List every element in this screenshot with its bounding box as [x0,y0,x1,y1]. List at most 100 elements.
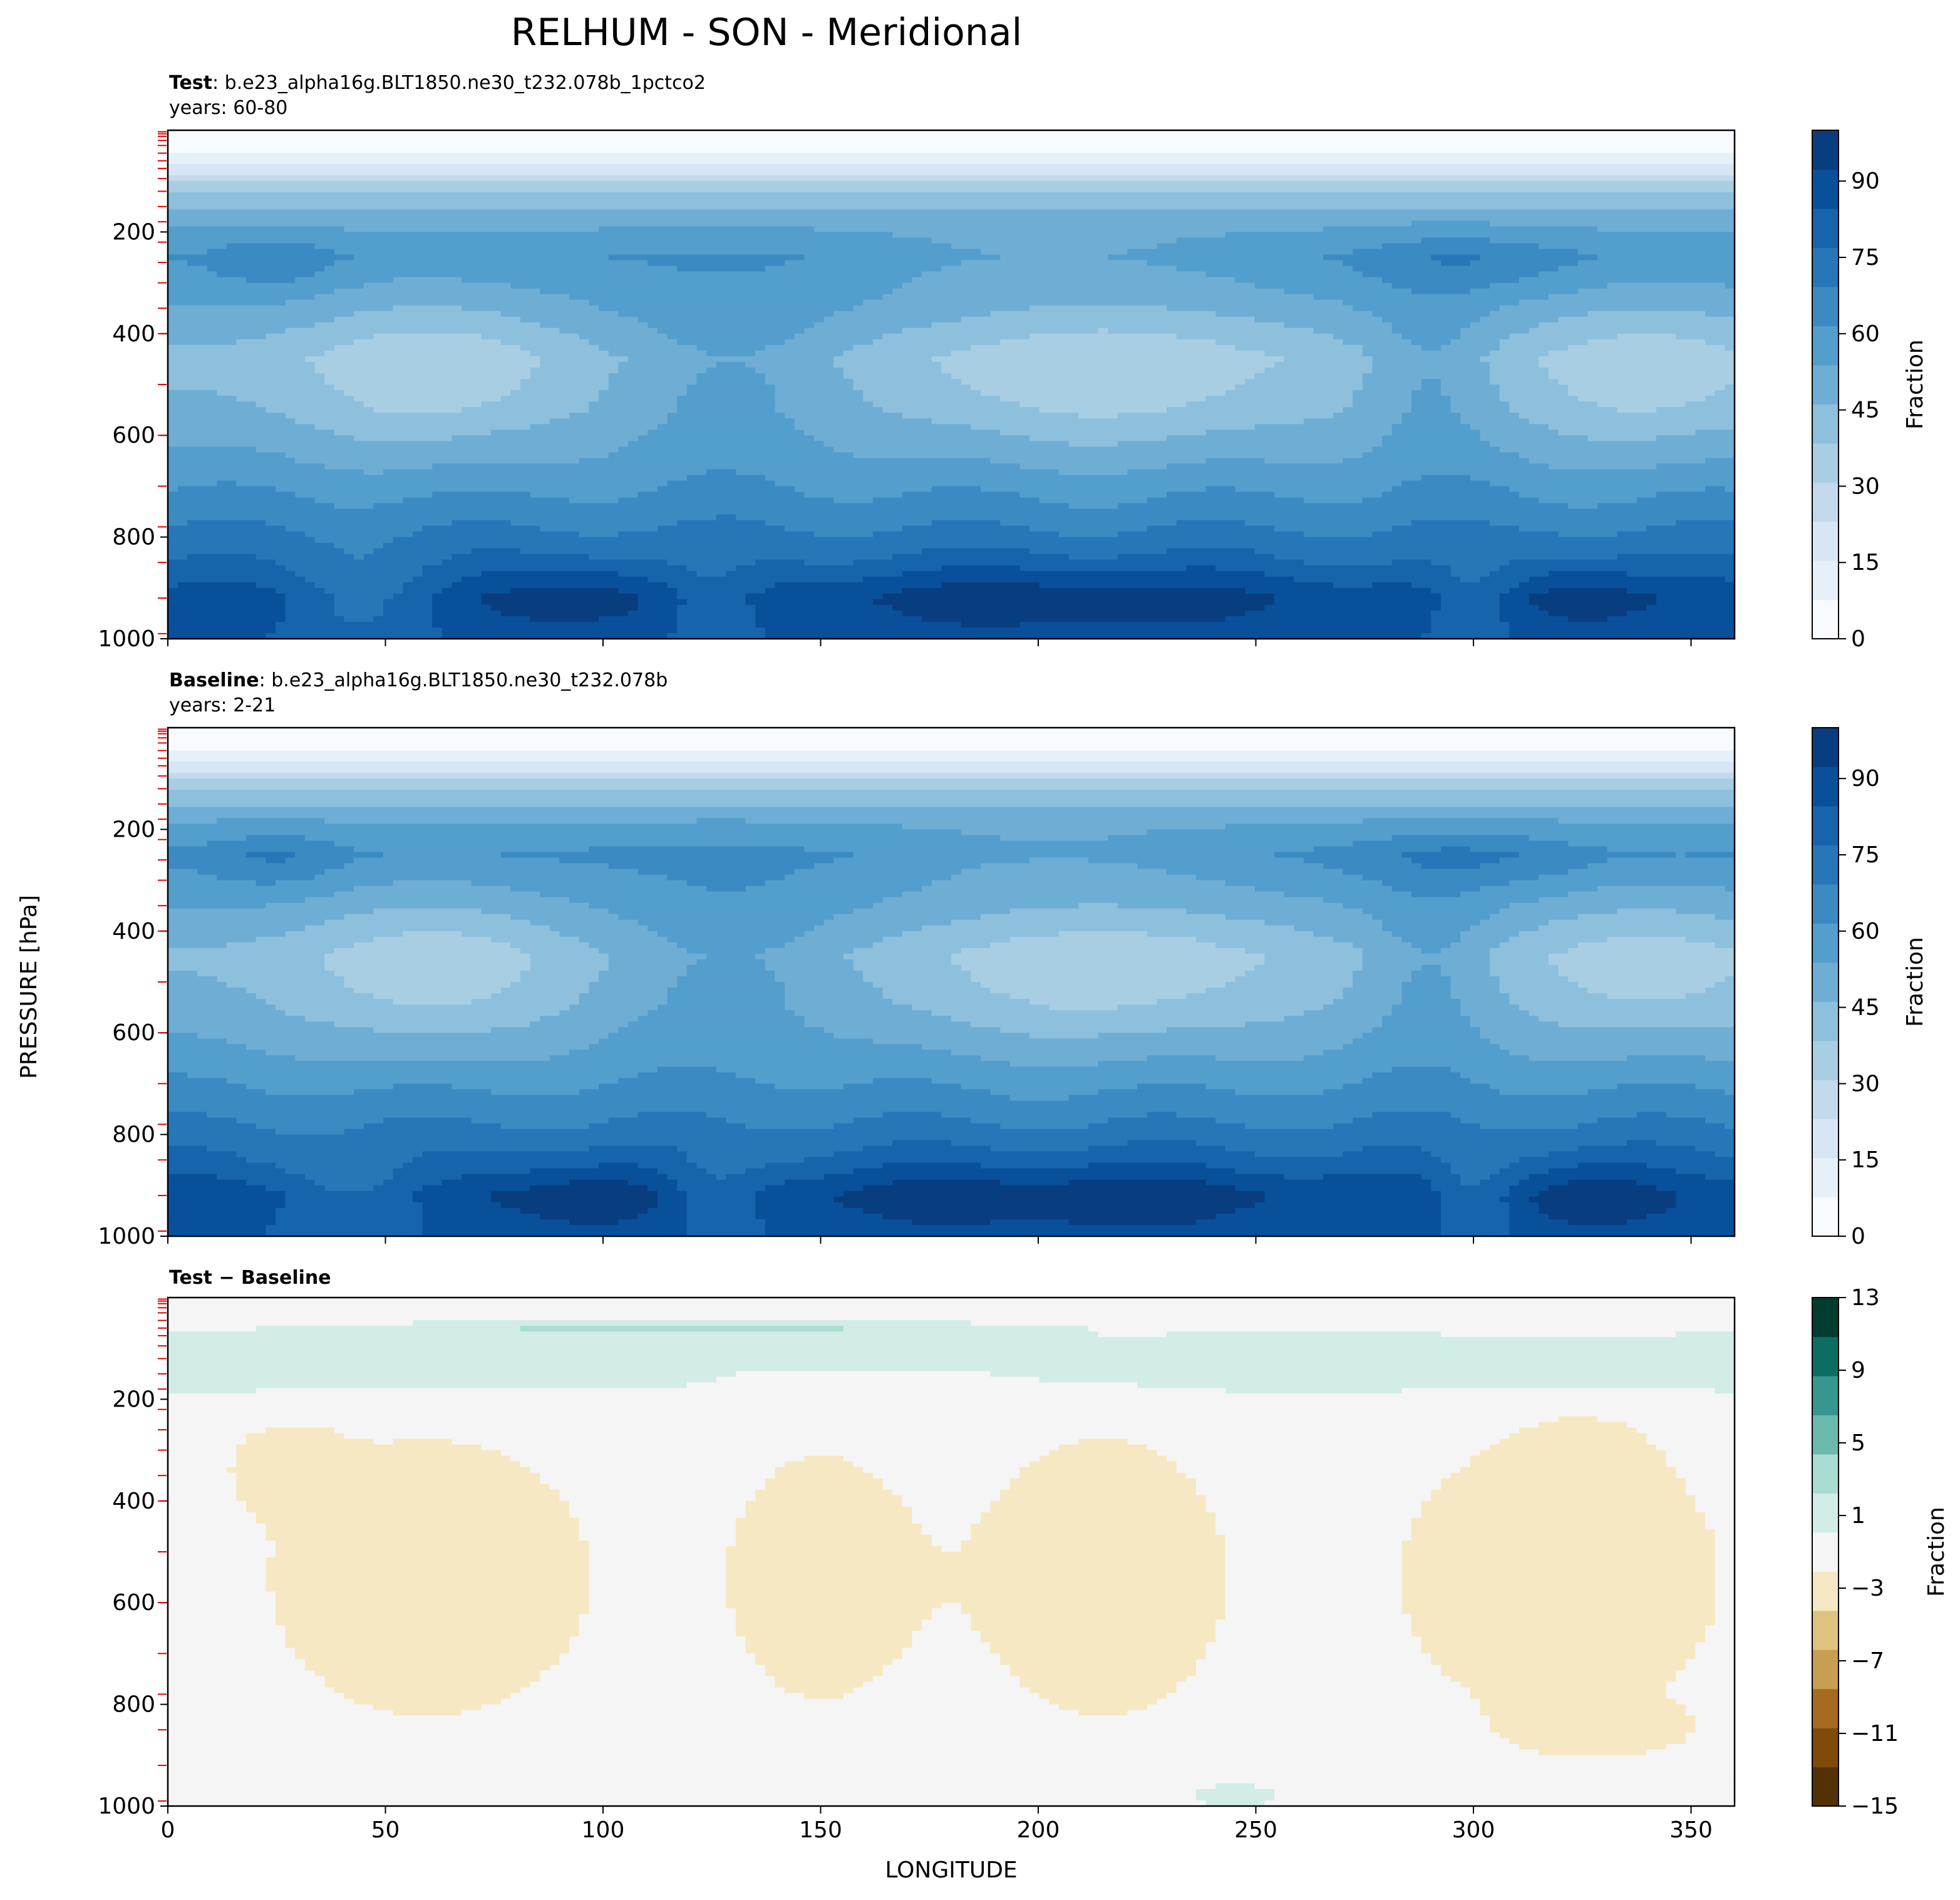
contour-cell [1460,936,1510,943]
contour-cell [931,1614,972,1621]
contour-cell [677,942,785,949]
contour-cell [1656,1444,1735,1451]
contour-cell [168,959,325,966]
contour-cell [1597,226,1735,233]
contour-cell [1440,390,1500,396]
contour-cell [833,1033,1030,1040]
contour-cell [1695,1721,1735,1728]
contour-cell [1656,435,1735,442]
contour-cell [1450,339,1500,346]
contour-cell [1323,254,1432,261]
contour-cell [1421,947,1442,954]
contour-cell [1607,857,1735,864]
contour-cell [168,1760,1735,1767]
contour-cell [285,1168,394,1175]
contour-cell [1646,1438,1735,1445]
contour-cell [168,1444,237,1451]
contour-cell [1127,469,1735,476]
y-tick-label: 800 [112,1122,155,1148]
contour-cell [1539,322,1735,329]
contour-cell [1529,1055,1627,1062]
contour-cell [1499,385,1569,391]
contour-cell [1626,1219,1735,1226]
contour-cell [1059,469,1128,476]
contour-cell [980,249,1128,256]
contour-cell [1577,1162,1648,1169]
contour-cell [1695,1506,1735,1513]
contour-cell [1548,350,1735,357]
contour-cell [579,1619,736,1626]
contour-cell [324,378,521,385]
contour-cell [314,1670,541,1677]
contour-cell [1059,1704,1148,1711]
contour-cell [266,1089,354,1096]
contour-cell [276,559,443,566]
contour-cell [1029,525,1148,532]
colorbar-segment [1812,1375,1839,1415]
contour-cell [863,970,972,977]
contour-cell [961,378,1246,385]
contour-cell [422,1185,531,1192]
contour-cell [1676,908,1735,915]
contour-cell [285,1190,413,1197]
contour-cell [1098,1061,1735,1068]
contour-cell [1548,1185,1657,1192]
contour-cell [599,1083,776,1090]
contour-cell [168,1552,276,1558]
contour-cell [168,1506,247,1513]
colorbar-segment [1812,728,1839,768]
contour-cell [276,1614,580,1621]
contour-cell [892,1140,952,1147]
contour-cell [422,1207,521,1214]
contour-cell [168,339,237,346]
contour-cell [168,1066,658,1073]
contour-cell [255,554,354,560]
contour-cell [1274,492,1383,498]
contour-cell [696,818,746,825]
contour-cell [785,1004,913,1011]
contour-cell [785,942,874,949]
contour-cell [393,1174,462,1180]
contour-cell [168,1134,1735,1141]
contour-cell [1725,344,1735,351]
contour-cell [1440,1219,1510,1226]
contour-cell [1225,1557,1403,1564]
contour-cell [383,542,1735,549]
contour-cell [1490,237,1735,244]
contour-cell [1235,1089,1324,1096]
contour-cell [168,1061,1011,1068]
contour-cell [1577,396,1706,402]
contour-cell [304,1659,560,1666]
contour-cell [168,1721,1490,1728]
contour-cell [168,226,345,233]
contour-cell [168,130,1735,137]
contour-cell [1245,1123,1334,1130]
contour-cell [1167,407,1344,413]
contour-cell [647,576,864,583]
contour-cell [1490,953,1549,960]
contour-cell [1088,1162,1207,1169]
contour-cell [168,852,247,859]
contour-cell [735,1625,922,1632]
contour-cell [902,931,1060,937]
contour-cell [922,1625,972,1632]
contour-cell [1715,1534,1735,1541]
contour-cell [589,846,805,853]
contour-cell [559,1495,756,1502]
contour-cell [168,857,267,864]
contour-cell [226,1038,599,1045]
contour-cell [491,936,580,943]
colorbar-segment [1812,599,1839,639]
contour-cell [168,1517,257,1524]
contour-cell [344,982,512,988]
contour-cell [1460,576,1481,583]
contour-cell [422,571,482,577]
contour-cell [765,959,854,966]
contour-cell [941,367,1266,374]
contour-cell [1558,1021,1735,1028]
contour-cell [765,880,932,887]
contour-cell [1401,1580,1716,1586]
contour-cell [941,1546,962,1552]
colorbar-segment [1812,962,1839,1002]
contour-cell [1264,458,1344,465]
